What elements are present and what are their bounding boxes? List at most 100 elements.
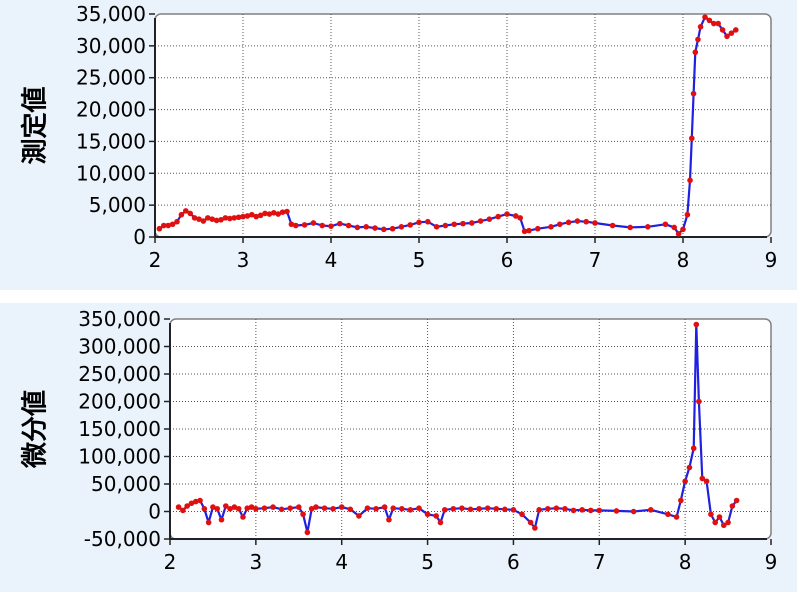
data-point [720,522,727,529]
data-point [467,506,474,513]
x-tick-label: 7 [593,550,606,574]
data-point [407,507,414,513]
data-point [504,211,510,217]
data-point [548,224,554,230]
data-point [477,218,484,224]
data-point [321,505,328,511]
data-point [437,519,444,526]
data-point [201,505,208,512]
data-point [248,504,255,510]
y-tick-label: 100,000 [78,445,161,469]
data-point [301,222,308,228]
y-axis-label: 測定値 [20,86,51,164]
x-tick-label: 3 [249,550,262,574]
data-point [696,398,702,405]
data-point [697,23,704,30]
data-point [253,505,259,512]
x-tick-label: 6 [501,248,514,272]
derivative-value-chart: 2 3 4 5 6 7 8 9 -50,000 0 50,000 100,000 150,000 200,… [20,307,778,574]
data-point [711,20,717,27]
data-point [240,213,246,220]
data-point [719,27,726,33]
data-point [257,212,264,219]
data-point [347,506,354,513]
data-point [330,505,336,512]
data-point [338,504,345,510]
data-point [513,213,519,219]
x-tick-label: 4 [325,248,338,272]
data-point [287,505,294,511]
data-point [662,221,669,228]
data-point [424,511,431,518]
data-point [399,505,405,512]
data-point [680,226,686,233]
data-point [284,208,290,215]
data-point [729,503,736,509]
data-point [686,464,693,471]
x-tick-label: 9 [765,550,778,574]
data-point [712,519,718,526]
plot-area [154,13,772,238]
data-point [630,508,637,515]
data-point [328,223,334,229]
measured-value-chart: 2 3 4 5 6 7 8 9 0 5,000 10,000 15,000 20,000 25,000 30… [20,2,778,272]
data-point [218,216,224,223]
data-point [389,225,396,232]
data-point [295,504,302,510]
data-point [319,222,326,229]
data-point [183,208,189,214]
data-point [300,511,306,518]
data-point [665,511,671,518]
data-point [703,478,710,485]
data-point [279,209,286,215]
y-tick-label: 150,000 [78,417,161,441]
x-tick-label: 5 [413,248,426,272]
data-point [519,511,525,518]
data-point [476,505,482,512]
y-tick-label: 30,000 [76,34,146,58]
data-point [493,505,500,512]
data-point [459,505,465,511]
data-point [249,211,255,218]
y-tick-label: 300,000 [78,335,161,359]
data-point [510,507,517,513]
data-point [544,505,551,512]
data-point [532,525,538,531]
data-point [231,504,238,510]
data-point [725,519,731,526]
data-point [235,214,242,221]
data-point [702,14,708,20]
data-point [227,215,233,222]
data-point [261,505,268,511]
data-point [180,507,186,514]
data-point [708,511,714,518]
data-point [583,218,589,225]
data-point [188,500,195,507]
data-point [196,216,202,222]
data-point [187,210,193,217]
data-point [451,221,458,228]
data-point [673,514,680,520]
data-point [223,503,229,509]
x-tick-label: 8 [677,248,690,272]
y-tick-label: 25,000 [76,66,146,90]
data-point [205,519,212,526]
data-point [733,497,740,504]
data-point [213,217,220,224]
data-point [174,218,180,225]
data-point [596,507,603,514]
data-point [304,529,311,536]
y-tick-label: 50,000 [91,472,161,496]
data-point [565,219,572,226]
data-point [191,215,198,221]
y-tick-label: 35,000 [76,2,146,26]
data-point [253,213,259,220]
data-point [695,36,701,43]
y-tick-label: 10,000 [76,161,146,185]
data-point [197,497,203,504]
data-point [356,513,362,519]
data-point [227,505,233,512]
data-point [156,225,163,232]
data-point [716,514,723,520]
data-point [165,222,171,229]
